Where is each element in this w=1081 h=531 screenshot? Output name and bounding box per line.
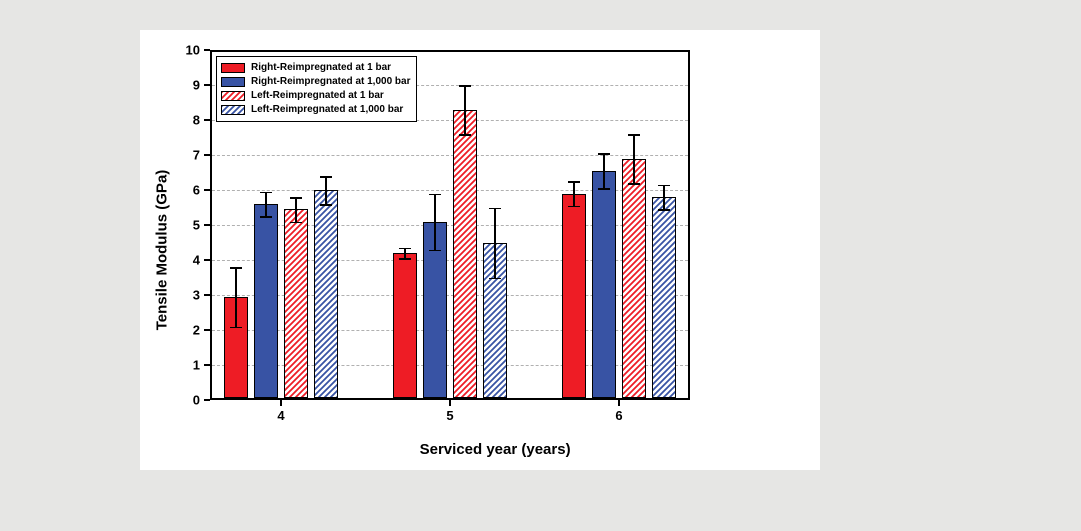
y-tick [204,84,210,86]
x-tick [449,400,451,406]
error-cap [489,208,501,210]
legend-item: Left-Reimpregnated at 1,000 bar [221,103,410,117]
error-cap [429,194,441,196]
y-tick-label: 1 [193,358,200,373]
error-bar [265,192,267,217]
legend-item: Right-Reimpregnated at 1,000 bar [221,75,410,89]
error-cap [598,188,610,190]
error-cap [568,206,580,208]
error-cap [230,267,242,269]
y-tick [204,49,210,51]
error-bar [404,248,406,259]
y-tick-label: 9 [193,78,200,93]
legend-label: Right-Reimpregnated at 1,000 bar [251,75,410,89]
error-cap [260,216,272,218]
error-bar [494,208,496,278]
error-cap [459,134,471,136]
bar [393,253,417,398]
y-tick [204,224,210,226]
legend-swatch [221,63,245,73]
bar [453,110,477,399]
legend-label: Right-Reimpregnated at 1 bar [251,61,391,75]
legend-item: Left-Reimpregnated at 1 bar [221,89,410,103]
error-bar [663,185,665,210]
bar [652,197,676,398]
error-bar [434,194,436,250]
y-tick-label: 2 [193,323,200,338]
gridline [212,190,688,191]
y-tick [204,399,210,401]
error-cap [399,248,411,250]
x-tick-label: 4 [277,408,284,423]
bar [314,190,338,398]
error-bar [295,197,297,222]
y-tick [204,329,210,331]
x-tick [618,400,620,406]
legend-label: Left-Reimpregnated at 1 bar [251,89,384,103]
bar [592,171,616,398]
y-tick [204,294,210,296]
y-tick-label: 4 [193,253,200,268]
bar [562,194,586,399]
legend-item: Right-Reimpregnated at 1 bar [221,61,410,75]
error-cap [429,250,441,252]
y-tick [204,364,210,366]
chart-canvas: 0 1 2 3 4 5 6 7 8 9 10 4 5 6 Right-Reimpregnated at 1… [140,30,820,470]
error-cap [568,181,580,183]
x-tick [280,400,282,406]
error-cap [598,153,610,155]
y-tick-label: 7 [193,148,200,163]
bar [284,209,308,398]
legend-swatch [221,91,245,101]
gridline [212,155,688,156]
legend-swatch [221,105,245,115]
x-tick-label: 6 [615,408,622,423]
error-cap [290,222,302,224]
y-tick-label: 6 [193,183,200,198]
error-cap [399,258,411,260]
legend-label: Left-Reimpregnated at 1,000 bar [251,103,403,117]
y-tick-label: 0 [193,393,200,408]
error-bar [464,85,466,134]
y-tick-label: 5 [193,218,200,233]
bar [254,204,278,398]
error-bar [235,267,237,327]
x-axis-title: Serviced year (years) [420,441,571,458]
y-axis-title: Tensile Modulus (GPa) [154,170,171,331]
top-axis [210,50,690,52]
error-cap [628,183,640,185]
error-cap [290,197,302,199]
error-cap [459,85,471,87]
error-bar [573,181,575,206]
error-bar [633,134,635,183]
error-cap [320,204,332,206]
y-tick [204,259,210,261]
error-cap [320,176,332,178]
error-cap [230,327,242,329]
error-bar [603,153,605,188]
bar [622,159,646,399]
legend-swatch [221,77,245,87]
x-tick-label: 5 [446,408,453,423]
error-cap [658,209,670,211]
y-tick [204,119,210,121]
y-tick [204,189,210,191]
right-axis [688,50,690,400]
error-cap [658,185,670,187]
error-cap [628,134,640,136]
y-tick [204,154,210,156]
legend: Right-Reimpregnated at 1 barRight-Reimpr… [216,56,417,122]
y-tick-label: 10 [186,43,200,58]
error-cap [489,278,501,280]
y-tick-label: 3 [193,288,200,303]
error-cap [260,192,272,194]
error-bar [325,176,327,204]
y-tick-label: 8 [193,113,200,128]
